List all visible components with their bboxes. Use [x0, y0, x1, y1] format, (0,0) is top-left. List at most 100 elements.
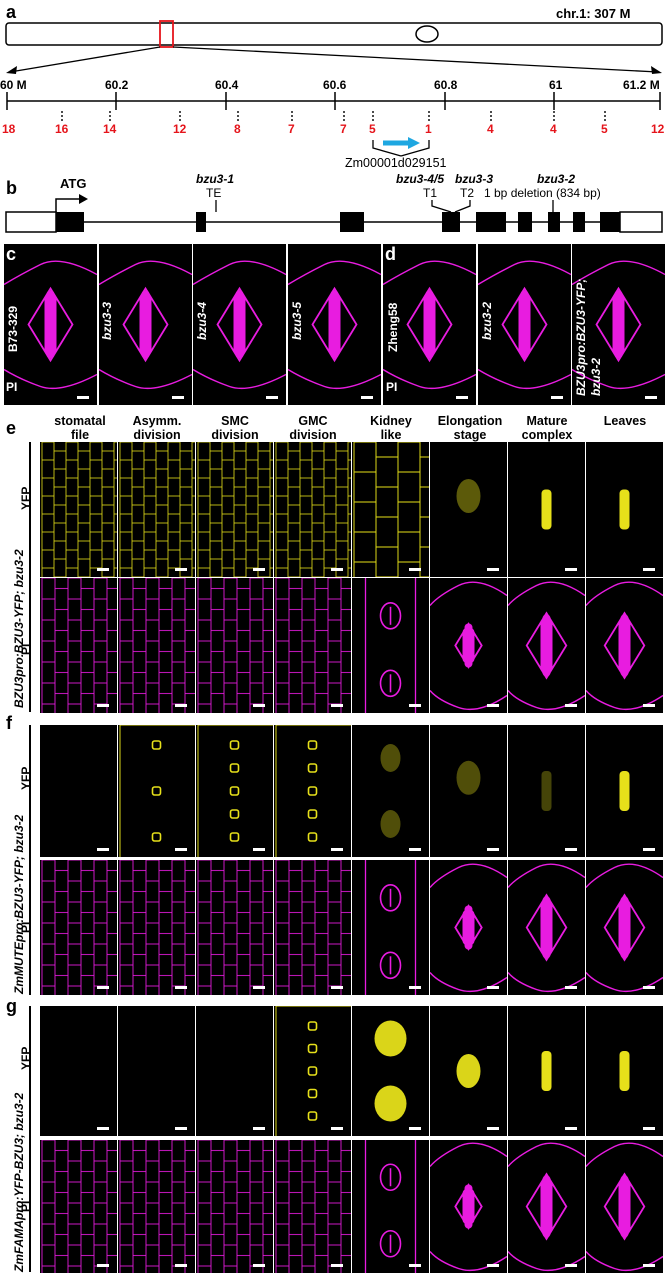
- micrograph-panel: [352, 578, 429, 713]
- micrograph-panel: [586, 860, 663, 995]
- marker-count: 12: [173, 122, 187, 136]
- micrograph-panel: [274, 1140, 351, 1273]
- allele-name: bzu3-1: [196, 172, 235, 186]
- column-header: Leaves: [603, 414, 647, 428]
- column-header: Mature complex: [521, 414, 573, 442]
- micrograph-panel: [196, 442, 273, 577]
- channel-label: YFP: [19, 766, 33, 790]
- micrograph-panel: [508, 1140, 585, 1273]
- column-header: SMC division: [211, 414, 259, 442]
- allele-name: bzu3-3: [455, 172, 494, 186]
- micrograph-panel: [586, 1140, 663, 1273]
- micrograph-panel: [118, 442, 195, 577]
- micrograph-panel: [193, 244, 286, 405]
- channel-label: YFP: [19, 486, 33, 510]
- row-construct-label: ZmFAMApro:YFP-BZU3; bzu3-2: [12, 1092, 26, 1272]
- exon: [573, 212, 585, 232]
- tick-label: 61.2 M: [623, 78, 660, 92]
- exon: [340, 212, 364, 232]
- micrograph-panel: [586, 725, 663, 857]
- channel-label: YFP: [19, 1046, 33, 1070]
- marker-count: 16: [55, 122, 69, 136]
- micrograph-panel: [586, 442, 663, 577]
- marker-count: 7: [288, 122, 295, 136]
- micrograph-panel: [478, 244, 571, 405]
- marker-count: 12: [651, 122, 665, 136]
- genotype-label: BZU3pro:BZU3-YFP;: [574, 278, 588, 396]
- marker-count: 8: [234, 122, 241, 136]
- micrograph-panel: [430, 578, 507, 713]
- utr-3: [619, 211, 663, 233]
- micrograph-panel: [118, 1006, 195, 1136]
- micrograph-panel: [508, 578, 585, 713]
- micrograph-panel: [430, 725, 507, 857]
- genotype-label: bzu3-2: [480, 301, 494, 340]
- panel-label-a: a: [6, 2, 17, 22]
- panel-a-diagram: [5, 20, 663, 157]
- genotype-label: bzu3-4: [195, 301, 209, 340]
- exon: [442, 212, 460, 232]
- atg-arrow: [79, 194, 88, 204]
- micrograph-panel: [196, 1006, 273, 1136]
- micrograph-panel: [352, 1140, 429, 1273]
- micrograph-panel: [508, 442, 585, 577]
- marker-count: 5: [369, 122, 376, 136]
- marker-count: 18: [2, 122, 16, 136]
- micrograph-panel: [40, 578, 117, 713]
- micrograph-panel: [352, 442, 429, 577]
- micrograph-panel: [40, 725, 117, 857]
- exon: [600, 212, 620, 232]
- row-bracket: [29, 725, 31, 995]
- column-header: stomatal file: [54, 414, 106, 442]
- micrograph-panel: [196, 860, 273, 995]
- micrograph-panel: [118, 578, 195, 713]
- genotype-label: Zheng58: [386, 302, 400, 352]
- micrograph-panel: [274, 725, 351, 857]
- micrograph-panel: [274, 442, 351, 577]
- panel-label-f: f: [6, 713, 12, 733]
- micrograph-panel: [288, 244, 381, 405]
- panel-label-d: d: [385, 244, 396, 264]
- allele-detail: 1 bp deletion (834 bp): [484, 186, 601, 200]
- gene-model-diagram: [5, 194, 663, 233]
- allele-detail: T2: [460, 186, 475, 200]
- micrograph-panel: [352, 860, 429, 995]
- marker-count: 1: [425, 122, 432, 136]
- gene-id-label: Zm00001d029151: [345, 156, 447, 170]
- exon: [476, 212, 506, 232]
- chromosome-bar: [5, 22, 663, 46]
- micrograph-panel: [430, 1140, 507, 1273]
- tick-label: 60.2: [105, 78, 129, 92]
- zoom-region-box: [159, 20, 174, 48]
- exon: [56, 212, 84, 232]
- channel-label: PI: [19, 921, 33, 933]
- allele-detail: TE: [206, 186, 222, 200]
- marker-count: 4: [550, 122, 557, 136]
- panel-label-e: e: [6, 418, 17, 438]
- micrograph-panel: [508, 1006, 585, 1136]
- chromosome-label: chr.1: 307 M: [556, 6, 631, 21]
- exon: [518, 212, 532, 232]
- genotype-label: B73-329: [6, 305, 20, 352]
- tick-label: 60.8: [434, 78, 458, 92]
- micrograph-panel: [572, 244, 665, 405]
- exon: [548, 212, 560, 232]
- panel-label-c: c: [6, 244, 17, 264]
- tick-label: 60 M: [0, 78, 27, 92]
- allele-name: bzu3-4/5: [396, 172, 445, 186]
- channel-label: PI: [19, 1200, 33, 1212]
- channel-label: PI: [19, 643, 33, 655]
- micrograph-panel: [274, 1006, 351, 1136]
- genotype-label: bzu3-2: [589, 357, 603, 396]
- tick-label: 61: [549, 78, 563, 92]
- micrograph-panel: [4, 244, 97, 405]
- panel-label-b: b: [6, 178, 17, 198]
- micrograph-panel: [274, 860, 351, 995]
- micrograph-panel: [586, 578, 663, 713]
- micrograph-panel: [118, 725, 195, 857]
- column-header: Kidney like: [370, 414, 412, 442]
- micrograph-panel: [352, 725, 429, 857]
- gene-direction-arrow: [408, 137, 420, 149]
- row-bracket: [29, 442, 31, 712]
- column-header: Asymm. division: [132, 414, 182, 442]
